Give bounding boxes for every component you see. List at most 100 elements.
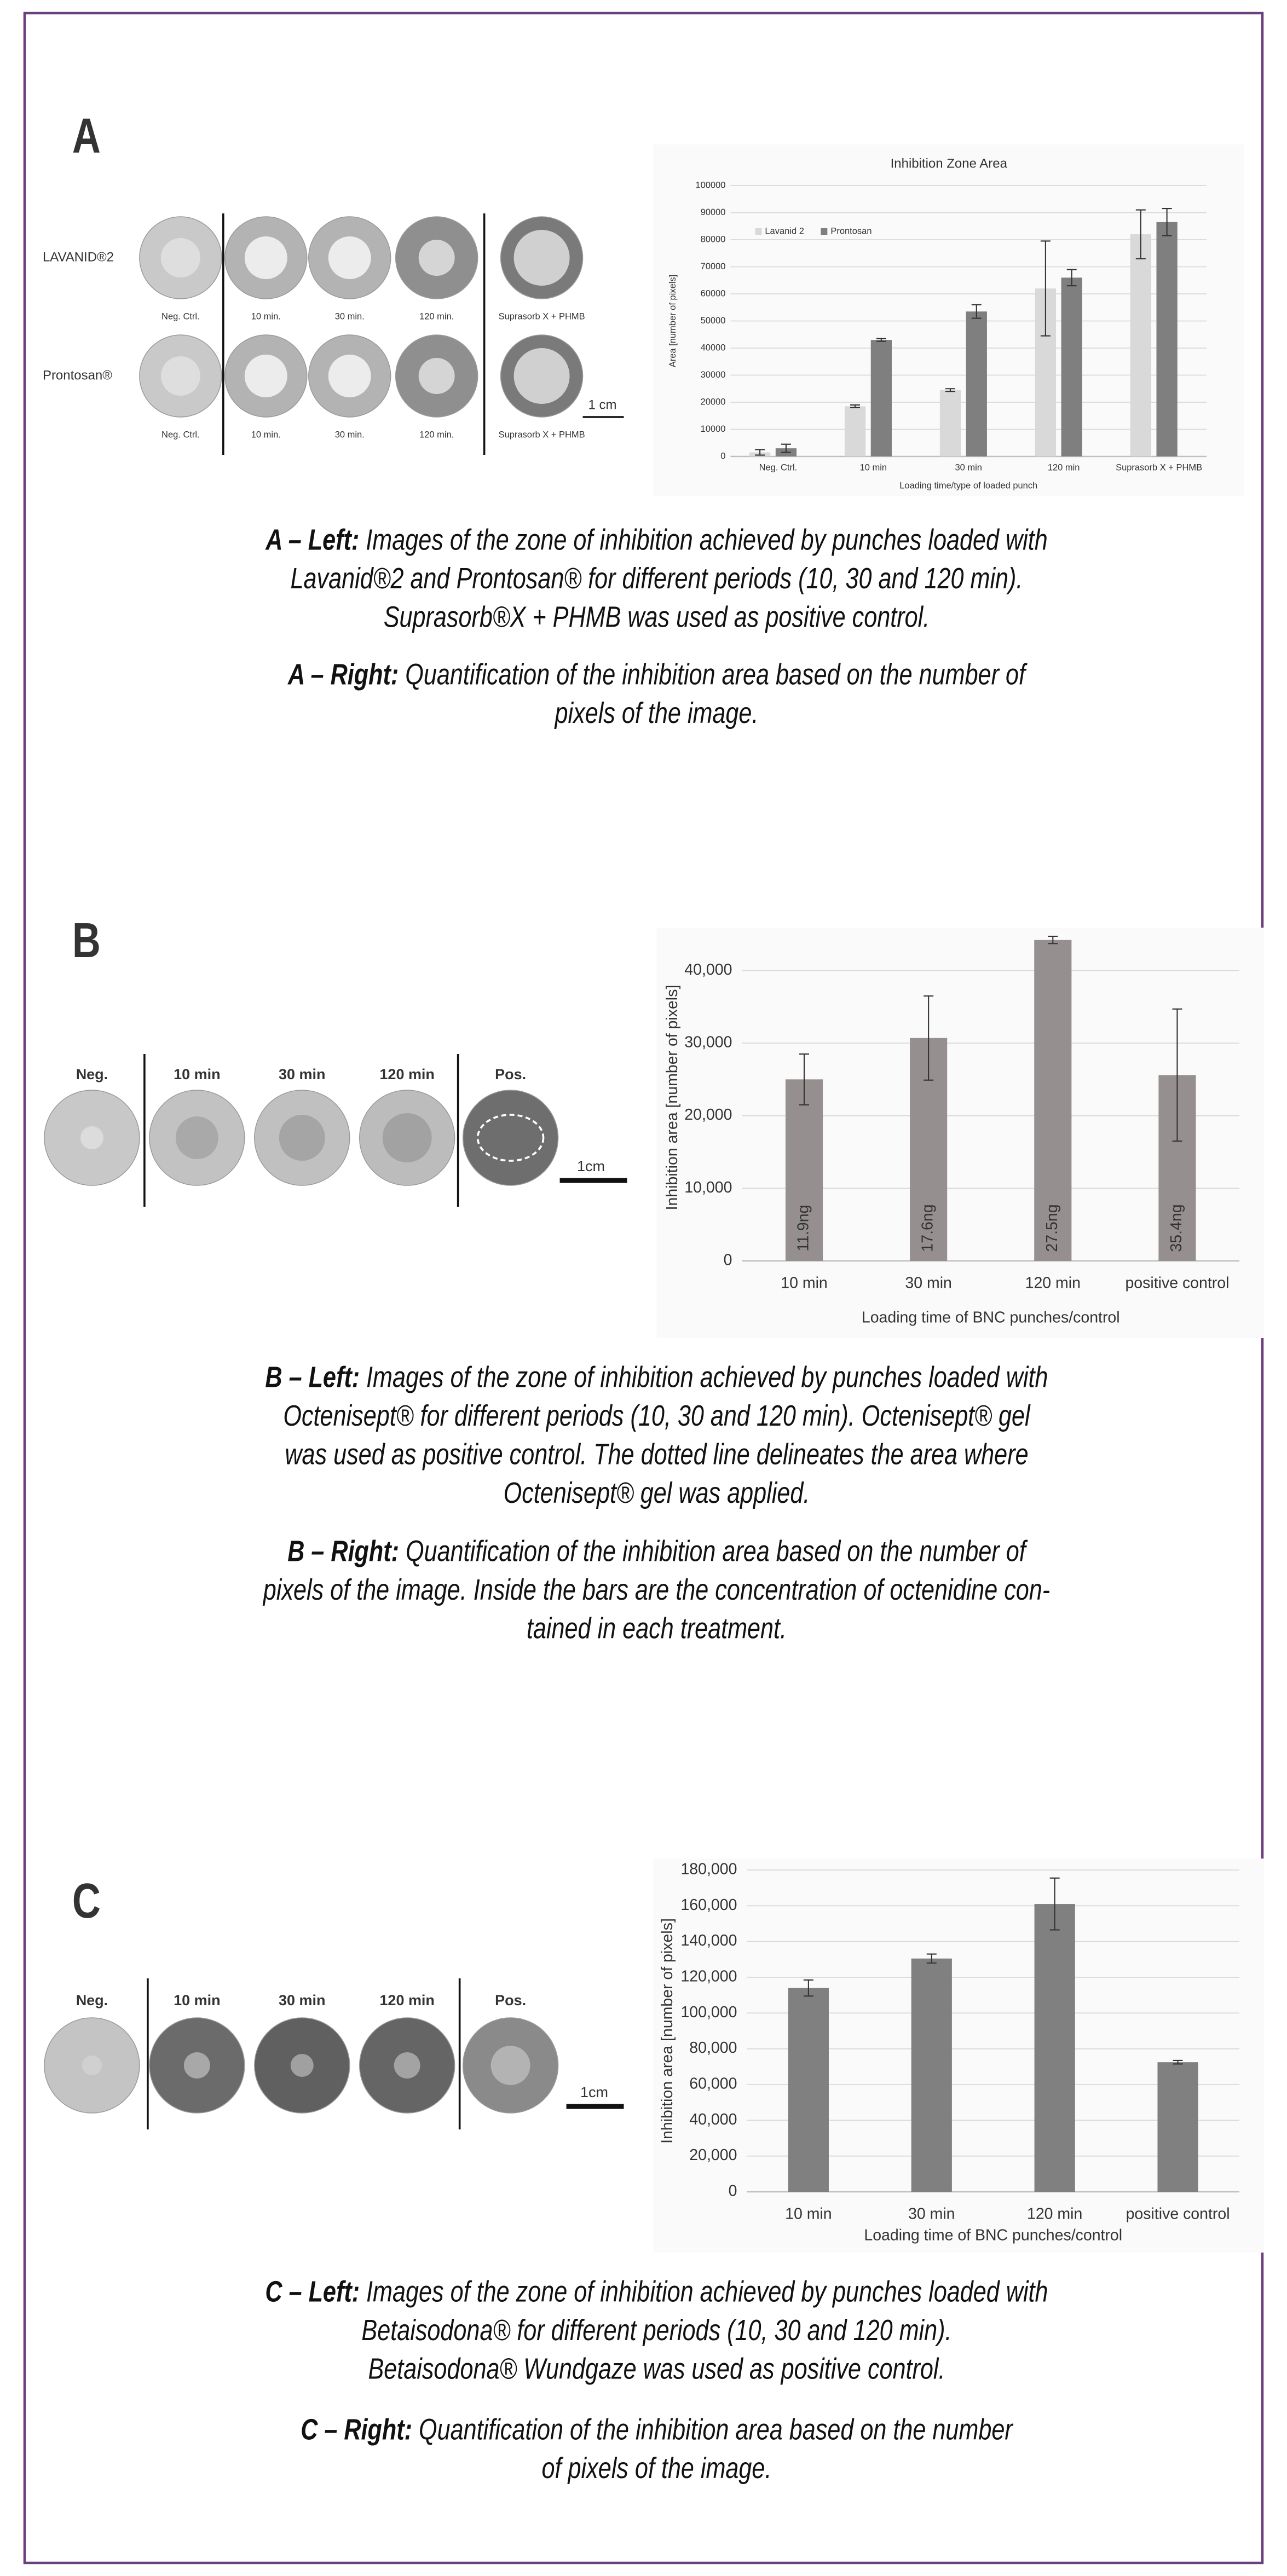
y-tick-label: 30000 bbox=[701, 370, 726, 380]
y-tick-label: 40,000 bbox=[684, 961, 732, 979]
caption-text: Images of the zone of inhibition achieve… bbox=[366, 1361, 1048, 1394]
caption-line: Octenisept® for different periods (10, 3… bbox=[283, 1399, 1030, 1432]
caption-text: Suprasorb®X + PHMB was used as positive … bbox=[384, 601, 930, 634]
caption-lead: B – Left: bbox=[265, 1361, 360, 1394]
photo-label: 30 min bbox=[279, 1992, 325, 2008]
x-tick-label: 120 min bbox=[1027, 2205, 1082, 2223]
caption-line: Lavanid®2 and Prontosan® for different p… bbox=[291, 562, 1023, 595]
photo-label: Neg. Ctrl. bbox=[161, 311, 200, 321]
caption-text: was used as positive control. The dotted… bbox=[285, 1438, 1028, 1471]
page: 0100002000030000400005000060000700008000… bbox=[0, 0, 1287, 2576]
y-tick-label: 0 bbox=[720, 451, 725, 461]
legend-swatch bbox=[755, 228, 761, 235]
y-tick-label: 20,000 bbox=[689, 2146, 737, 2164]
punch-center bbox=[394, 2052, 420, 2079]
caption-text: Octenisept® for different periods (10, 3… bbox=[283, 1399, 1030, 1432]
bar bbox=[788, 1988, 829, 2192]
y-tick-label: 50000 bbox=[701, 316, 726, 326]
punch-center bbox=[279, 1115, 325, 1161]
y-tick-label: 100,000 bbox=[680, 2004, 737, 2021]
caption-text: Betaisodona® for different periods (10, … bbox=[361, 2314, 951, 2347]
punch-center bbox=[419, 240, 455, 276]
x-tick-label: 10 min bbox=[860, 462, 887, 472]
y-axis-title: Inhibition area [number of pixels] bbox=[663, 985, 681, 1211]
photo-label: Pos. bbox=[495, 1066, 526, 1083]
chart-background bbox=[653, 1859, 1264, 2253]
photo-label: 120 min bbox=[379, 1066, 434, 1083]
caption-line: Octenisept® gel was applied. bbox=[504, 1477, 810, 1509]
punch-center bbox=[245, 355, 287, 397]
scale-label: 1cm bbox=[580, 2084, 608, 2100]
y-tick-label: 100000 bbox=[695, 180, 725, 190]
bar bbox=[1130, 234, 1151, 456]
punch-center bbox=[328, 355, 371, 397]
bar bbox=[1035, 1904, 1075, 2192]
punch-center bbox=[328, 236, 371, 279]
caption-line: C – Left:Images of the zone of inhibitio… bbox=[265, 2276, 1048, 2308]
caption-text: Lavanid®2 and Prontosan® for different p… bbox=[291, 562, 1023, 595]
punch-center bbox=[161, 356, 200, 396]
photo-label: Suprasorb X + PHMB bbox=[499, 430, 585, 439]
x-tick-label: Suprasorb X + PHMB bbox=[1116, 462, 1202, 472]
bar bbox=[845, 406, 865, 456]
bar bbox=[1157, 222, 1178, 456]
y-tick-label: 80000 bbox=[701, 234, 726, 244]
panel-letter: A bbox=[72, 108, 101, 164]
punch-center bbox=[514, 348, 570, 404]
photo-label: Neg. bbox=[76, 1066, 108, 1083]
y-axis-title: Area [number of pixels] bbox=[668, 275, 678, 368]
y-tick-label: 40,000 bbox=[689, 2111, 737, 2128]
legend-label: Prontosan bbox=[830, 226, 872, 236]
legend-label: Lavanid 2 bbox=[765, 226, 804, 236]
bar bbox=[966, 311, 987, 456]
y-tick-label: 20000 bbox=[701, 397, 726, 407]
row-label: LAVANID®2 bbox=[43, 250, 114, 264]
punch-center bbox=[82, 2056, 102, 2075]
photo-label: Pos. bbox=[495, 1992, 526, 2008]
photo-label: Neg. bbox=[76, 1992, 108, 2008]
punch-center bbox=[161, 238, 200, 277]
caption-line: B – Right:Quantification of the inhibiti… bbox=[287, 1535, 1028, 1568]
photo-label: 10 min. bbox=[251, 430, 281, 439]
bar-text: 35.4ng bbox=[1168, 1204, 1185, 1252]
caption-line: A – Left:Images of the zone of inhibitio… bbox=[265, 524, 1047, 557]
punch-center bbox=[184, 2052, 210, 2079]
caption-line: Betaisodona® for different periods (10, … bbox=[361, 2314, 951, 2347]
photo-label: 120 min. bbox=[419, 430, 454, 439]
caption-lead: C – Right: bbox=[301, 2413, 412, 2446]
caption-text: Quantification of the inhibition area ba… bbox=[406, 1535, 1028, 1568]
y-tick-label: 180,000 bbox=[680, 1861, 737, 1878]
y-tick-label: 60000 bbox=[701, 288, 726, 298]
x-tick-label: 30 min bbox=[908, 2205, 955, 2223]
y-tick-label: 70000 bbox=[701, 262, 726, 271]
photo-label: 10 min bbox=[174, 1992, 220, 2008]
bar bbox=[1061, 277, 1082, 456]
caption-line: was used as positive control. The dotted… bbox=[285, 1438, 1028, 1471]
x-tick-label: 10 min bbox=[781, 1275, 827, 1292]
caption-line: of pixels of the image. bbox=[542, 2452, 772, 2485]
bar bbox=[911, 1959, 952, 2192]
x-axis-title: Loading time/type of loaded punch bbox=[899, 481, 1037, 490]
punch-center bbox=[80, 1126, 103, 1149]
punch-center bbox=[176, 1116, 218, 1159]
panel-letter: B bbox=[72, 913, 101, 968]
x-tick-label: positive control bbox=[1125, 1275, 1229, 1292]
x-tick-label: 120 min bbox=[1048, 462, 1080, 472]
caption-line: C – Right:Quantification of the inhibiti… bbox=[301, 2413, 1013, 2446]
punch-center bbox=[245, 236, 287, 279]
y-axis-title: Inhibition area [number of pixels] bbox=[659, 1918, 676, 2144]
y-tick-label: 160,000 bbox=[680, 1896, 737, 1914]
caption-text: of pixels of the image. bbox=[542, 2452, 772, 2485]
caption-lead: B – Right: bbox=[287, 1535, 399, 1568]
scale-label: 1 cm bbox=[588, 397, 617, 412]
y-tick-label: 10,000 bbox=[684, 1179, 732, 1196]
x-axis-title: Loading time of BNC punches/control bbox=[864, 2227, 1122, 2244]
photo-label: Suprasorb X + PHMB bbox=[499, 311, 585, 321]
caption-text: pixels of the image. bbox=[554, 697, 759, 730]
y-tick-label: 20,000 bbox=[684, 1106, 732, 1124]
punch-center bbox=[514, 230, 570, 286]
caption-line: pixels of the image. Inside the bars are… bbox=[262, 1573, 1050, 1606]
caption-text: Quantification of the inhibition area ba… bbox=[405, 658, 1028, 691]
row-label: Prontosan® bbox=[43, 368, 112, 383]
photo-label: 30 min. bbox=[335, 311, 365, 321]
